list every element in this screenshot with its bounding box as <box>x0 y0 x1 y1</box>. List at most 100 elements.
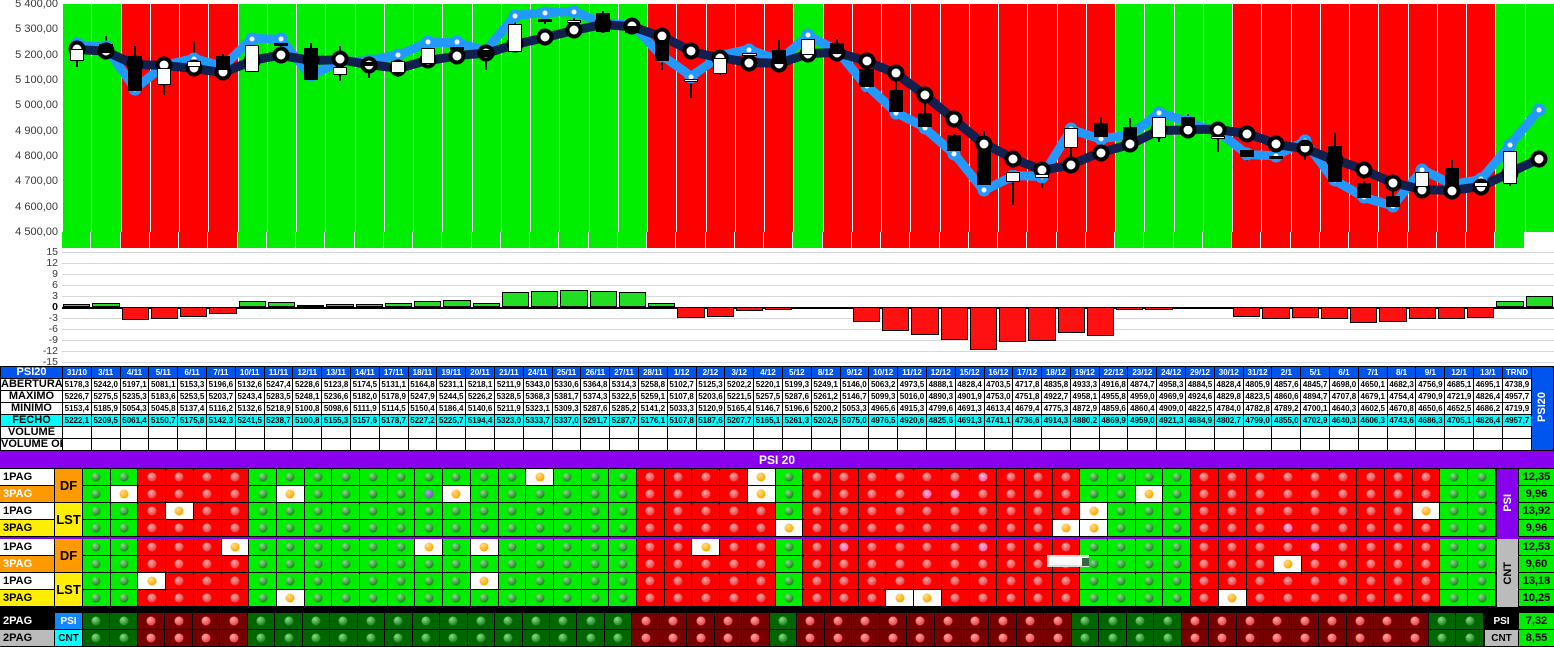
indicator-row-label[interactable]: 3PAG <box>0 520 55 537</box>
histogram-plot-area[interactable] <box>62 248 1554 366</box>
quote-table-date-header[interactable]: 29/12 <box>1185 366 1215 379</box>
indicator-cell[interactable] <box>941 469 970 486</box>
quote-table-date-header[interactable]: 5/1 <box>1300 366 1331 379</box>
indicator-cell[interactable] <box>914 539 942 556</box>
indicator-cell[interactable] <box>914 469 942 486</box>
indicator-cell[interactable] <box>637 503 665 520</box>
indicator-cell[interactable] <box>1099 630 1127 647</box>
indicator-cell[interactable] <box>387 556 416 573</box>
indicator-cell[interactable] <box>357 630 386 647</box>
indicator-cell[interactable] <box>659 630 688 647</box>
indicator-cell[interactable] <box>1246 520 1275 537</box>
indicator-cell[interactable] <box>83 503 111 520</box>
indicator-cell[interactable] <box>720 590 748 607</box>
indicator-cell[interactable] <box>830 486 859 503</box>
quote-table-date-header[interactable]: 12/1 <box>1444 366 1475 379</box>
indicator-cell[interactable] <box>997 520 1025 537</box>
indicator-cell[interactable] <box>581 590 610 607</box>
indicator-cell[interactable] <box>553 469 582 486</box>
quote-table-date-header[interactable]: 13/1 <box>1473 366 1503 379</box>
indicator-cell[interactable] <box>495 630 523 647</box>
quote-table-date-header[interactable]: 4/11 <box>119 366 150 379</box>
indicator-cell[interactable] <box>886 539 915 556</box>
indicator-cell[interactable] <box>720 539 748 556</box>
indicator-cell[interactable] <box>1468 520 1496 537</box>
indicator-cell[interactable] <box>332 590 361 607</box>
indicator-cell[interactable] <box>858 503 887 520</box>
indicator-cell[interactable] <box>879 630 908 647</box>
indicator-cell[interactable] <box>747 573 776 590</box>
indicator-cell[interactable] <box>137 630 166 647</box>
indicator-cell[interactable] <box>1329 573 1358 590</box>
indicator-cell[interactable] <box>1052 503 1081 520</box>
indicator-cell[interactable] <box>332 573 361 590</box>
quote-table-date-header[interactable]: 11/11 <box>263 366 294 379</box>
indicator-cell[interactable] <box>83 539 111 556</box>
indicator-cell[interactable] <box>443 469 471 486</box>
indicator-cell[interactable] <box>1385 486 1413 503</box>
indicator-cell[interactable] <box>138 556 167 573</box>
quote-table-date-header[interactable]: 8/12 <box>810 366 841 379</box>
indicator-cell[interactable] <box>803 573 831 590</box>
indicator-cell[interactable] <box>1218 573 1247 590</box>
indicator-cell[interactable] <box>110 573 139 590</box>
indicator-row-label[interactable]: 1PAG <box>0 503 55 520</box>
indicator-cell[interactable] <box>1052 486 1081 503</box>
indicator-cell[interactable] <box>1274 469 1302 486</box>
indicator-cell-strip[interactable] <box>83 539 1496 556</box>
indicator-cell[interactable] <box>1024 486 1053 503</box>
indicator-cell[interactable] <box>498 573 527 590</box>
indicator-cell[interactable] <box>858 556 887 573</box>
indicator-cell[interactable] <box>852 630 880 647</box>
indicator-cell[interactable] <box>1357 503 1386 520</box>
indicator-cell[interactable] <box>360 556 388 573</box>
indicator-cell[interactable] <box>522 630 550 647</box>
indicator-cell[interactable] <box>914 573 942 590</box>
indicator-cell[interactable] <box>581 539 610 556</box>
indicator-cell[interactable] <box>1440 520 1469 537</box>
indicator-cell[interactable] <box>1329 556 1358 573</box>
indicator-cell[interactable] <box>220 630 248 647</box>
indicator-cell[interactable] <box>609 590 638 607</box>
indicator-cell[interactable] <box>1468 539 1496 556</box>
indicator-cell[interactable] <box>1440 590 1469 607</box>
indicator-cell[interactable] <box>1319 630 1347 647</box>
indicator-cell[interactable] <box>193 520 222 537</box>
indicator-cell[interactable] <box>443 503 471 520</box>
indicator-cell[interactable] <box>997 573 1025 590</box>
indicator-cell[interactable] <box>1135 469 1164 486</box>
indicator-cell[interactable] <box>747 539 776 556</box>
quote-table-date-header[interactable]: 19/11 <box>436 366 467 379</box>
indicator-cell[interactable] <box>797 630 825 647</box>
indicator-cell[interactable] <box>632 630 660 647</box>
indicator-cell[interactable] <box>1080 503 1109 520</box>
indicator-cell[interactable] <box>304 590 333 607</box>
indicator-cell[interactable] <box>415 503 444 520</box>
indicator-cell[interactable] <box>1191 503 1219 520</box>
indicator-cell[interactable] <box>249 469 277 486</box>
indicator-cell[interactable] <box>83 556 111 573</box>
indicator-cell[interactable] <box>637 469 665 486</box>
indicator-cell[interactable] <box>1374 630 1402 647</box>
indicator-cell[interactable] <box>249 573 277 590</box>
indicator-cell[interactable] <box>526 539 554 556</box>
quote-table-date-header[interactable]: 11/12 <box>897 366 927 379</box>
indicator-cell[interactable] <box>221 556 250 573</box>
indicator-cell[interactable] <box>443 573 471 590</box>
indicator-cell[interactable] <box>1301 573 1330 590</box>
indicator-cell[interactable] <box>962 630 990 647</box>
indicator-cell[interactable] <box>138 503 167 520</box>
indicator-cell[interactable] <box>1209 630 1237 647</box>
indicator-cell[interactable] <box>1191 573 1219 590</box>
indicator-cell[interactable] <box>1163 486 1192 503</box>
indicator-cell[interactable] <box>1135 590 1164 607</box>
indicator-cell[interactable] <box>941 539 970 556</box>
indicator-cell[interactable] <box>221 486 250 503</box>
indicator-cell[interactable] <box>858 469 887 486</box>
indicator-cell[interactable] <box>969 503 998 520</box>
quote-table-date-header[interactable]: 10/12 <box>868 366 899 379</box>
indicator-cell[interactable] <box>609 539 638 556</box>
indicator-cell[interactable] <box>907 630 935 647</box>
indicator-cell[interactable] <box>803 486 831 503</box>
indicator-cell[interactable] <box>664 520 693 537</box>
